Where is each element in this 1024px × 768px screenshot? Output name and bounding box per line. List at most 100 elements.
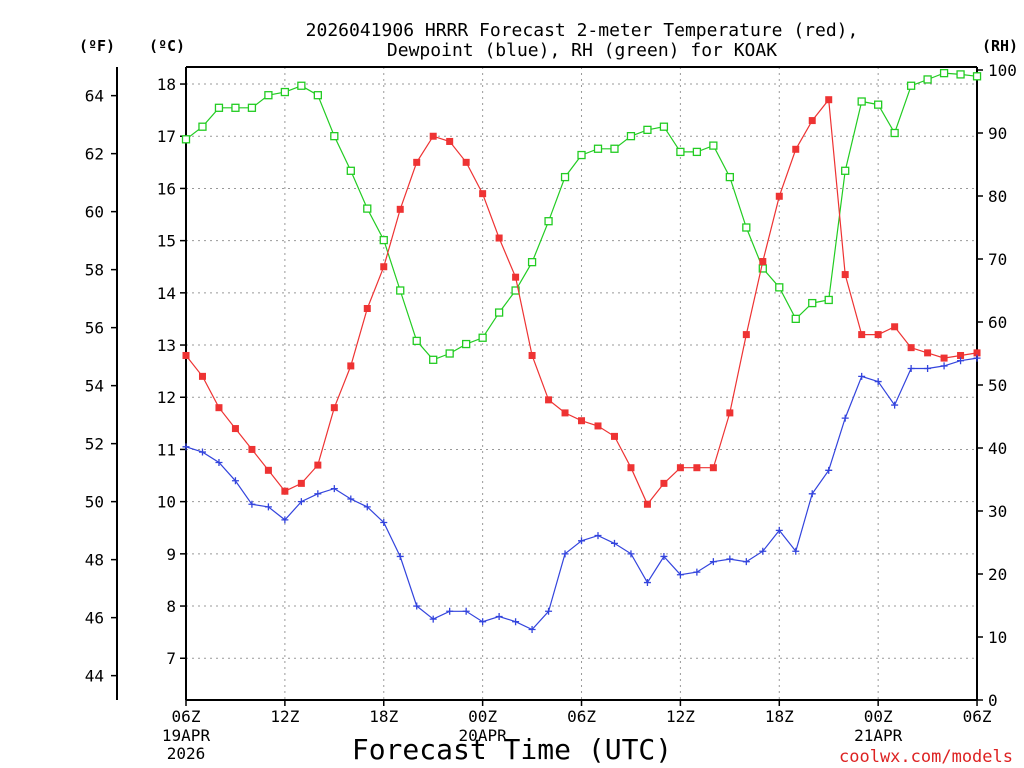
- celsius-tick-label: 16: [157, 179, 176, 198]
- fahrenheit-axis-ticks: 44 46 48 50 52 54 56 58 60 62 64: [85, 87, 117, 686]
- temperature-point: [462, 158, 470, 166]
- rh-point: [626, 131, 636, 141]
- rh-point: [462, 339, 471, 349]
- dewpoint-point: [264, 503, 272, 511]
- rh-point: [363, 204, 372, 213]
- rh-point: [231, 103, 240, 112]
- temperature-point: [627, 464, 635, 472]
- rh-series: [181, 69, 982, 364]
- dewpoint-point: [413, 602, 421, 610]
- temperature-point: [825, 96, 833, 104]
- x-tick-label: 18Z: [369, 707, 398, 726]
- dewpoint-point: [396, 552, 404, 560]
- dewpoint-point: [198, 448, 206, 456]
- rh-point: [775, 283, 784, 292]
- temperature-point: [660, 479, 668, 487]
- temperature-point: [330, 404, 338, 412]
- temperature-point: [973, 349, 981, 357]
- x-date-label: 19APR: [162, 726, 211, 745]
- rh-tick-label: 50: [988, 376, 1007, 395]
- temperature-series: [182, 96, 981, 508]
- dewpoint-point: [528, 626, 536, 634]
- fahrenheit-tick-label: 56: [85, 319, 104, 338]
- dewpoint-point: [825, 466, 833, 474]
- rh-unit-label: (RH): [982, 37, 1018, 55]
- rh-tick-label: 20: [988, 565, 1007, 584]
- fahrenheit-tick-label: 50: [85, 493, 104, 512]
- rh-point: [725, 172, 734, 182]
- dewpoint-point: [429, 615, 437, 623]
- dewpoint-point: [841, 414, 849, 422]
- dewpoint-point: [314, 490, 322, 498]
- x-tick-label: 18Z: [765, 707, 794, 726]
- temperature-point: [693, 464, 701, 472]
- fahrenheit-tick-label: 64: [85, 87, 104, 106]
- rh-point: [445, 349, 454, 358]
- temperature-point: [495, 234, 503, 242]
- celsius-tick-label: 8: [166, 597, 176, 616]
- temperature-point: [363, 305, 371, 312]
- rh-point: [857, 97, 866, 106]
- rh-point: [791, 314, 800, 324]
- rh-point: [956, 70, 965, 79]
- dewpoint-point: [182, 443, 190, 451]
- fahrenheit-tick-label: 52: [85, 435, 104, 454]
- rh-point: [214, 103, 224, 112]
- rh-point: [330, 131, 339, 141]
- dewpoint-point: [940, 362, 948, 370]
- temperature-point: [759, 258, 767, 266]
- rh-point: [692, 147, 702, 157]
- rh-axis-ticks: 0 10 20 30 40 50 60 70 80 90 100: [977, 61, 1017, 710]
- dewpoint-point: [676, 571, 684, 579]
- x-date-label: 2026: [167, 744, 206, 763]
- celsius-tick-label: 11: [157, 440, 176, 459]
- temperature-point: [231, 425, 239, 433]
- temperature-point: [874, 331, 882, 339]
- temperature-point: [841, 271, 849, 279]
- x-date-label: 20APR: [459, 726, 508, 745]
- rh-point: [610, 144, 619, 153]
- temperature-point: [429, 132, 437, 140]
- temperature-point: [281, 487, 289, 495]
- title-line-1: 2026041906 HRRR Forecast 2-meter Tempera…: [306, 20, 859, 41]
- title-line-2: Dewpoint (blue), RH (green) for KOAK: [387, 40, 777, 61]
- fahrenheit-tick-label: 60: [85, 203, 104, 222]
- dewpoint-point: [973, 354, 981, 362]
- rh-point: [676, 147, 685, 157]
- rh-tick-label: 100: [988, 61, 1017, 80]
- rh-tick-label: 30: [988, 502, 1007, 521]
- x-date-label: 21APR: [854, 726, 903, 745]
- temperature-point: [297, 479, 305, 487]
- rh-tick-label: 70: [988, 250, 1007, 269]
- rh-point: [527, 257, 537, 267]
- rh-tick-label: 0: [988, 691, 998, 710]
- temperature-point: [314, 461, 322, 469]
- x-tick-label: 06Z: [172, 707, 201, 726]
- dewpoint-point: [594, 532, 602, 540]
- fahrenheit-unit-label: (ºF): [79, 37, 115, 55]
- dewpoint-point: [297, 498, 305, 506]
- dewpoint-point: [792, 547, 800, 555]
- rh-point: [593, 144, 603, 153]
- rh-tick-label: 80: [988, 187, 1007, 206]
- dewpoint-point: [446, 607, 454, 615]
- temperature-point: [413, 158, 421, 166]
- temperature-point: [380, 263, 388, 271]
- dewpoint-point: [462, 607, 470, 615]
- temperature-point: [446, 137, 454, 145]
- title: 2026041906 HRRR Forecast 2-meter Tempera…: [306, 20, 859, 61]
- celsius-tick-label: 7: [166, 649, 176, 668]
- dewpoint-point: [660, 552, 668, 560]
- temperature-point: [479, 190, 487, 198]
- rh-point: [346, 166, 355, 175]
- celsius-axis-ticks: 7 8 9 10 11 12 13 14 15 16 17 18: [157, 75, 186, 668]
- temperature-point: [709, 464, 717, 472]
- fahrenheit-tick-label: 58: [85, 261, 104, 280]
- dewpoint-point: [347, 495, 355, 503]
- dewpoint-point: [231, 477, 239, 485]
- credit-text: coolwx.com/models: [839, 747, 1013, 767]
- dewpoint-point: [610, 539, 618, 547]
- rh-point: [264, 91, 273, 100]
- dewpoint-point: [643, 579, 651, 587]
- temperature-point: [512, 273, 520, 281]
